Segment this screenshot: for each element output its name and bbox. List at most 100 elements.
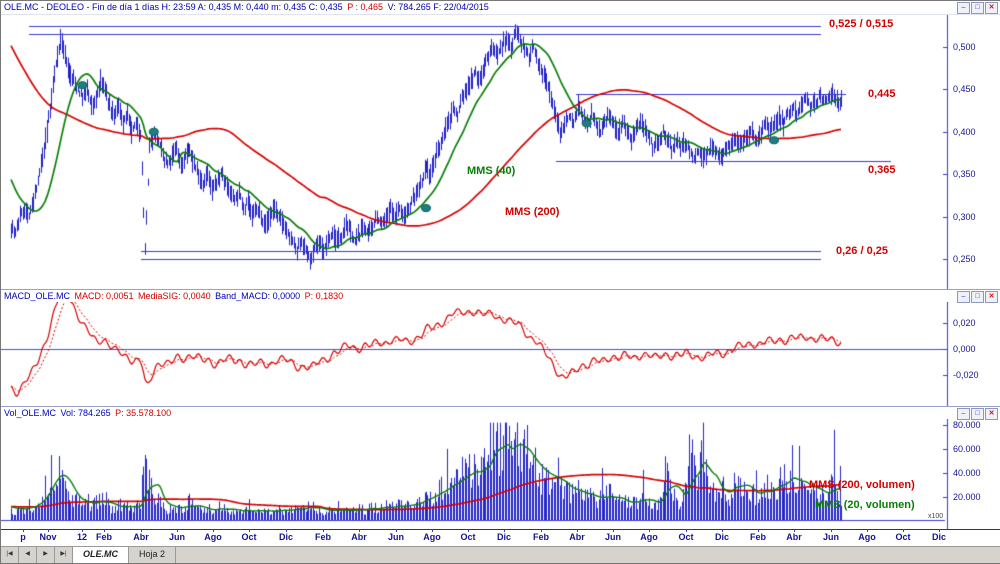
- close-icon[interactable]: ✕: [985, 291, 998, 303]
- time-axis-label: Oct: [678, 532, 694, 542]
- time-axis-tick: [286, 529, 287, 532]
- time-axis-tick: [249, 529, 250, 532]
- volume-axis-label: 40.000: [953, 468, 981, 478]
- time-axis-label: Oct: [895, 532, 911, 542]
- time-axis-label: Ago: [640, 532, 658, 542]
- maximize-icon[interactable]: □: [971, 408, 984, 420]
- time-axis-tick: [649, 529, 650, 532]
- minimize-icon[interactable]: –: [957, 2, 970, 14]
- legend-mms-200: MMS (200): [505, 206, 560, 218]
- time-axis-tick: [104, 529, 105, 532]
- macd-band-text: Band_MACD: 0,0000: [215, 291, 303, 301]
- time-axis-label: Dic: [714, 532, 729, 542]
- legend-mms-40: MMS (40): [467, 165, 516, 177]
- tab-scroll-first-button[interactable]: |◀: [1, 547, 19, 563]
- time-axis-tick: [432, 529, 433, 532]
- tab-ole-mc[interactable]: OLE.MC: [73, 547, 129, 563]
- macd-axis-label: -0,020: [953, 370, 979, 380]
- time-axis-tick: [577, 529, 578, 532]
- macd-axis-label: 0,000: [953, 344, 976, 354]
- time-axis-tick: [359, 529, 360, 532]
- time-axis-label: Jun: [604, 532, 621, 542]
- volume-axis-label: 60.000: [953, 444, 981, 454]
- macd-panel-window-controls: – □ ✕: [957, 291, 998, 303]
- resistance-level-label: 0,445: [868, 88, 896, 100]
- time-axis-tick: [722, 529, 723, 532]
- time-axis-label: Feb: [532, 532, 549, 542]
- price-panel-window-controls: – □ ✕: [957, 2, 998, 14]
- time-axis-label: Oct: [241, 532, 257, 542]
- tab-hoja-2[interactable]: Hoja 2: [129, 547, 177, 563]
- time-axis-label: Jun: [168, 532, 185, 542]
- macd-signal-text: MediaSIG: 0,0040: [138, 291, 214, 301]
- tab-scroll-next-button[interactable]: ▶: [37, 547, 55, 563]
- price-axis-label: 0,450: [953, 84, 976, 95]
- time-axis-label: Dic: [278, 532, 293, 542]
- time-axis-label: Feb: [314, 532, 331, 542]
- price-axis-label: 0,350: [953, 169, 976, 180]
- time-axis-label: 12: [76, 532, 87, 542]
- time-axis-label: Dic: [496, 532, 511, 542]
- resistance-level-label: 0,525 / 0,515: [829, 18, 894, 30]
- volume-axis-label: 20.000: [953, 492, 981, 502]
- close-icon[interactable]: ✕: [985, 408, 998, 420]
- time-axis-label: Feb: [749, 532, 766, 542]
- price-axis-label: 0,500: [953, 42, 976, 52]
- close-icon[interactable]: ✕: [985, 2, 998, 14]
- price-axis-label: 0,300: [953, 211, 976, 222]
- tab-scroll-last-button[interactable]: ▶|: [55, 547, 73, 563]
- minimize-icon[interactable]: –: [957, 408, 970, 420]
- time-axis-tick: [141, 529, 142, 532]
- minimize-icon[interactable]: –: [957, 291, 970, 303]
- time-axis-tick: [323, 529, 324, 532]
- time-axis-label: Abr: [351, 532, 367, 542]
- time-axis-label: Jun: [822, 532, 839, 542]
- time-axis-label: Ago: [858, 532, 876, 542]
- time-axis-tick: [831, 529, 832, 532]
- volume-axis-label: 80.000: [953, 420, 981, 430]
- volume-title-text: Vol_OLE.MC: [4, 408, 59, 418]
- tab-scroll-prev-button[interactable]: ◀: [19, 547, 37, 563]
- macd-chart-canvas[interactable]: [1, 302, 949, 406]
- time-axis-tick: [794, 529, 795, 532]
- time-axis-label: Nov: [39, 532, 57, 542]
- time-axis-tick: [82, 529, 83, 532]
- time-axis-tick: [867, 529, 868, 532]
- support-level-label: 0,26 / 0,25: [836, 245, 888, 257]
- volume-p-text: P: 35.578.100: [115, 408, 172, 418]
- volume-chart-canvas[interactable]: [1, 419, 949, 529]
- maximize-icon[interactable]: □: [971, 291, 984, 303]
- price-axis-label: 0,400: [953, 126, 976, 137]
- support-level-label: 0,365: [868, 164, 896, 176]
- volume-date-text: V: 784.265 F: 22/04/2015: [387, 2, 489, 12]
- time-axis-label: Ago: [423, 532, 441, 542]
- time-axis-tick: [939, 529, 940, 532]
- time-axis-tick: [613, 529, 614, 532]
- time-axis-tick: [686, 529, 687, 532]
- volume-value-text: Vol: 784.265: [60, 408, 114, 418]
- volume-unit-note: x100: [928, 513, 944, 520]
- time-axis-tick: [758, 529, 759, 532]
- macd-p-text: P: 0,1830: [304, 291, 344, 301]
- macd-axis-label: 0,020: [953, 318, 976, 328]
- time-axis-label: Oct: [460, 532, 476, 542]
- time-axis-label: Abr: [569, 532, 585, 542]
- time-axis-tick: [396, 529, 397, 532]
- last-price-text: P : 0,465: [347, 2, 386, 12]
- time-axis-label: Feb: [95, 532, 112, 542]
- price-axis-label: 0,250: [953, 254, 976, 264]
- macd-title-text: MACD_OLE.MC: [4, 291, 73, 301]
- maximize-icon[interactable]: □: [971, 2, 984, 14]
- volume-panel-window-controls: – □ ✕: [957, 408, 998, 420]
- time-axis-label: Abr: [133, 532, 149, 542]
- time-axis: [1, 529, 1000, 547]
- time-axis-tick: [504, 529, 505, 532]
- sheet-tab-bar: |◀ ◀ ▶ ▶| OLE.MC Hoja 2: [1, 546, 1000, 563]
- price-chart-canvas[interactable]: [1, 15, 949, 289]
- time-axis-label: Dic: [931, 532, 946, 542]
- time-axis-tick: [48, 529, 49, 532]
- macd-panel-header: MACD_OLE.MC MACD: 0,0051 MediaSIG: 0,004…: [1, 289, 1000, 303]
- quote-summary-text: OLE.MC - DEOLEO - Fin de día 1 días H: 2…: [4, 2, 346, 12]
- time-axis-label: Ago: [204, 532, 222, 542]
